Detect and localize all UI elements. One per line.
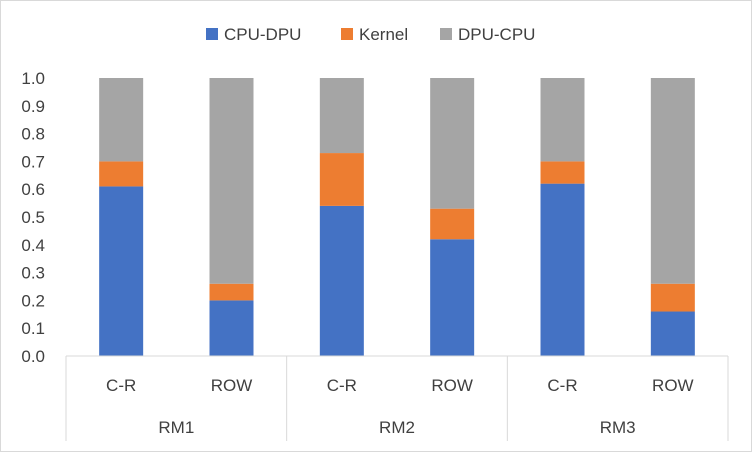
legend-swatch-0 (206, 28, 218, 40)
legend-swatch-1 (341, 28, 353, 40)
group-label: RM2 (379, 418, 415, 437)
bar-cpu-dpu-3 (430, 239, 475, 356)
bar-dpu-cpu-4 (540, 78, 585, 162)
bar-kernel-2 (319, 153, 364, 206)
bar-dpu-cpu-1 (209, 78, 254, 284)
y-axis: 0.0 0.1 0.2 0.3 0.4 0.5 0.6 0.7 0.8 0.9 1.0 (21, 69, 45, 366)
y-tick-label: 0.0 (21, 347, 45, 366)
category-label: ROW (652, 376, 694, 395)
bar-dpu-cpu-2 (319, 78, 364, 154)
bar-kernel-1 (209, 283, 254, 301)
y-tick-label: 0.7 (21, 152, 45, 171)
category-label: ROW (211, 376, 253, 395)
bar-cpu-dpu-1 (209, 300, 254, 356)
y-tick-label: 0.3 (21, 264, 45, 283)
y-tick-label: 0.1 (21, 319, 45, 338)
bar-dpu-cpu-5 (650, 78, 695, 284)
category-label: C-R (106, 376, 136, 395)
bar-kernel-4 (540, 161, 585, 184)
legend-label-2: DPU-CPU (458, 25, 535, 44)
y-tick-label: 0.5 (21, 208, 45, 227)
bar-cpu-dpu-2 (319, 205, 364, 356)
bar-kernel-3 (430, 208, 475, 240)
bar-cpu-dpu-0 (99, 186, 144, 356)
bar-dpu-cpu-3 (430, 78, 475, 209)
y-tick-label: 1.0 (21, 69, 45, 88)
y-tick-label: 0.2 (21, 291, 45, 310)
legend-label-1: Kernel (359, 25, 408, 44)
y-tick-label: 0.9 (21, 97, 45, 116)
legend: CPU-DPU Kernel DPU-CPU (206, 25, 535, 44)
bar-kernel-0 (99, 161, 144, 187)
bar-cpu-dpu-4 (540, 183, 585, 356)
y-tick-label: 0.6 (21, 180, 45, 199)
category-label: ROW (431, 376, 473, 395)
legend-label-0: CPU-DPU (224, 25, 301, 44)
bar-kernel-5 (650, 283, 695, 312)
legend-swatch-2 (440, 28, 452, 40)
y-tick-label: 0.4 (21, 236, 45, 255)
y-tick-label: 0.8 (21, 125, 45, 144)
bar-dpu-cpu-0 (99, 78, 144, 162)
category-label: C-R (327, 376, 357, 395)
bar-cpu-dpu-5 (650, 311, 695, 356)
group-label: RM3 (600, 418, 636, 437)
bars (99, 78, 695, 356)
category-label: C-R (547, 376, 577, 395)
group-label: RM1 (158, 418, 194, 437)
x-axis: C-R ROW C-R ROW C-R ROW RM1 RM2 RM3 (65, 355, 729, 441)
